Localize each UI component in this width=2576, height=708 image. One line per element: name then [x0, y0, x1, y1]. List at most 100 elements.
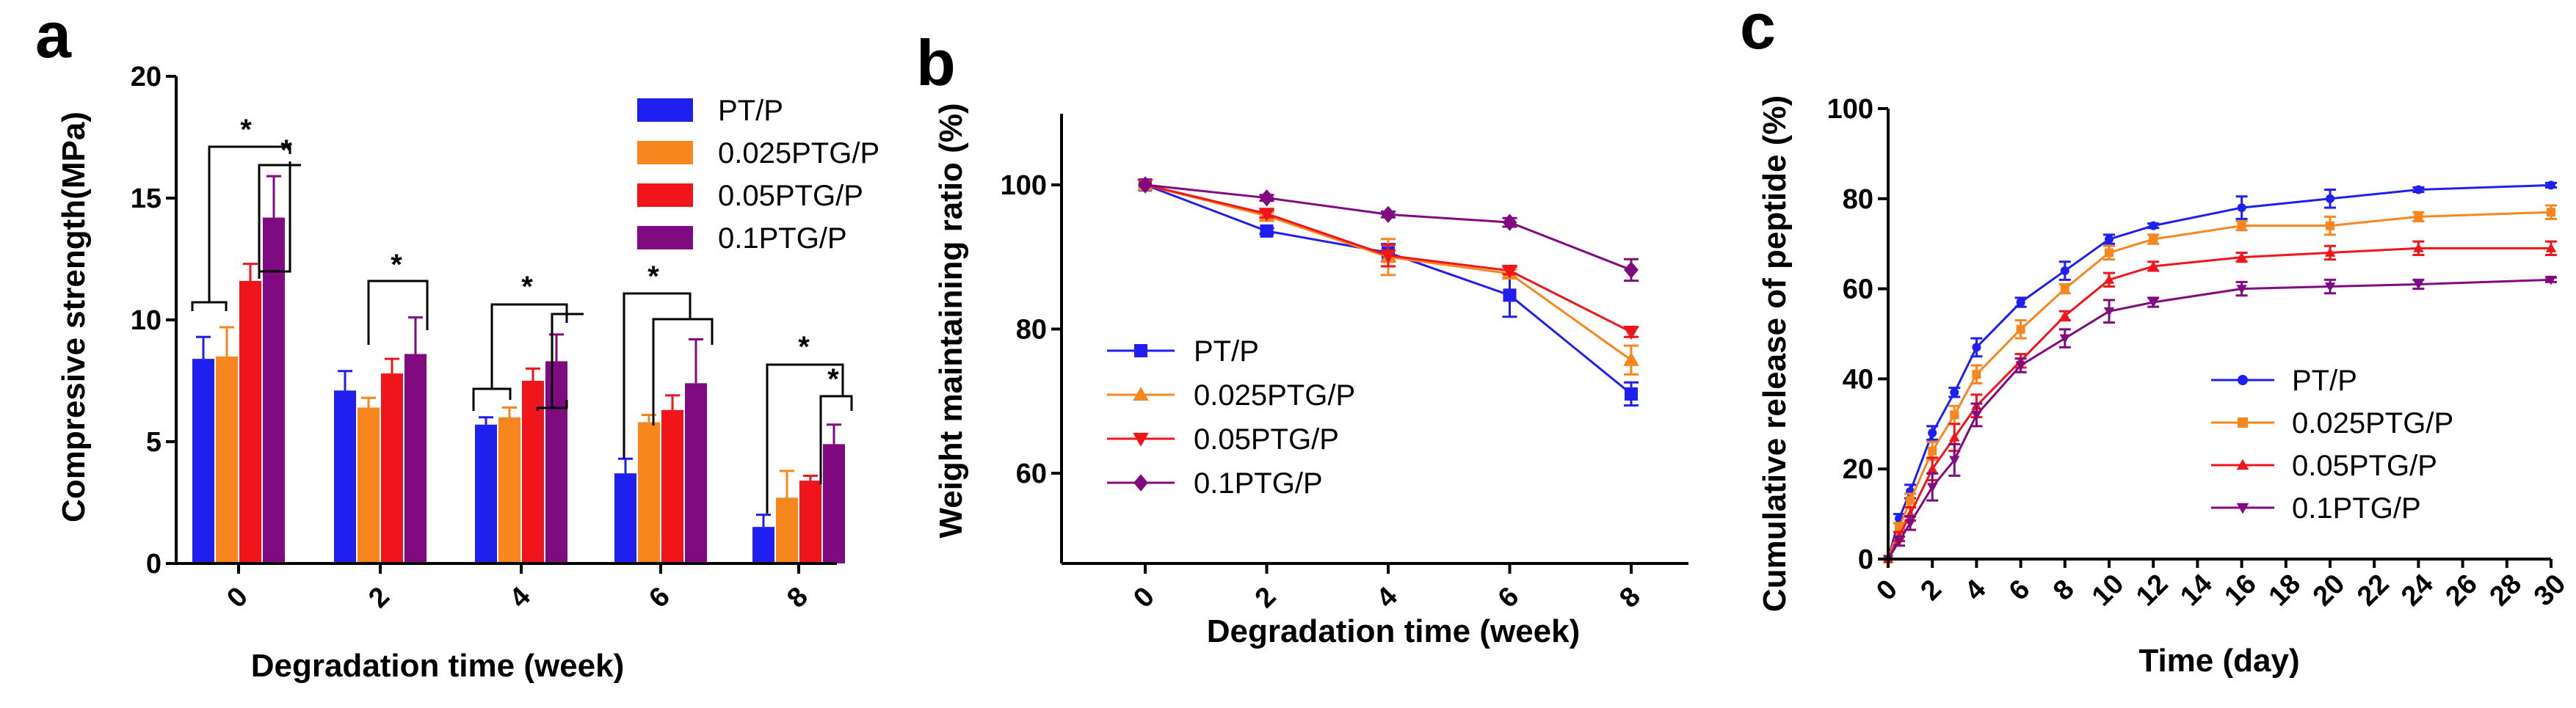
data-point-pt-p: [1625, 387, 1638, 401]
bar-0-025ptg-p-week-8: [776, 497, 798, 563]
legend-label-0-05ptg-p: 0.05PTG/P: [2292, 450, 2437, 482]
panel-a-y-axis-label: Compresive strength(MPa): [56, 112, 92, 522]
significance-star: *: [240, 114, 252, 146]
x-tick-label: 2: [1915, 574, 1948, 607]
legend-marker-0-05ptg-p: [2236, 459, 2249, 470]
bar-0-05ptg-p-week-6: [661, 409, 683, 563]
significance-bracket: [551, 313, 584, 408]
significance-star: *: [647, 260, 659, 293]
x-tick-label: 18: [2263, 569, 2307, 613]
data-point-pt-p: [1503, 288, 1517, 302]
x-tick-label: 6: [643, 581, 676, 614]
x-tick-label: 30: [2528, 569, 2572, 613]
y-tick-label: 20: [131, 62, 162, 92]
panel-b-axes: 60 80 100 0 2 4 6 8: [1001, 114, 1688, 614]
legend-label-0-025ptg-p: 0.025PTG/P: [2292, 407, 2453, 439]
data-point-0-1ptg-p: [1971, 411, 1982, 420]
data-point-pt-p: [2149, 221, 2158, 230]
legend-label-0-05ptg-p: 0.05PTG/P: [718, 180, 863, 212]
legend-swatch-0-1ptg-p: [637, 226, 693, 249]
data-point-0-05ptg-p: [2324, 247, 2336, 257]
data-point-0-05ptg-p: [1949, 432, 1960, 442]
y-tick-label: 20: [1843, 454, 1873, 485]
bar-pt-p-week-4: [475, 424, 497, 563]
series-line-pt-p: [1887, 183, 2552, 560]
data-point-0-025ptg-p: [2105, 248, 2114, 258]
x-tick-label: 16: [2218, 569, 2263, 613]
panel-a-bars: [192, 175, 845, 563]
data-point-0-05ptg-p: [2413, 243, 2424, 252]
x-tick-label: 2: [1249, 581, 1282, 614]
data-point-0-05ptg-p: [1501, 264, 1518, 279]
x-tick-label: 8: [2047, 574, 2080, 607]
legend-swatch-0-05ptg-p: [637, 183, 693, 207]
x-tick-label: 4: [1959, 574, 1992, 607]
panel-b-x-axis-label: Degradation time (week): [1207, 613, 1581, 649]
x-tick-label: 2: [363, 581, 396, 614]
x-tick-label: 10: [2086, 569, 2130, 613]
bar-0-1ptg-p-week-8: [823, 444, 845, 563]
legend-marker-0-1ptg-p: [1133, 474, 1148, 492]
legend-marker-0-05ptg-p: [1133, 432, 1149, 447]
data-point-0-1ptg-p: [1138, 176, 1153, 194]
panel-b-line-chart: b 60 80 100 0 2 4 6 8 Weight maintaining ratio …: [916, 26, 1688, 649]
significance-bracket: [766, 363, 844, 514]
data-point-pt-p: [2060, 266, 2069, 276]
legend-label-pt-p: PT/P: [1194, 335, 1259, 368]
data-point-0-05ptg-p: [2545, 243, 2557, 252]
bar-0-025ptg-p-week-0: [216, 356, 238, 563]
legend-marker-0-025ptg-p: [2238, 417, 2248, 428]
x-tick-label: 14: [2174, 569, 2218, 613]
legend-label-pt-p: PT/P: [718, 95, 783, 127]
data-point-0-1ptg-p: [1904, 519, 1916, 529]
data-point-0-05ptg-p: [1927, 464, 1938, 473]
significance-bracket: [208, 145, 291, 302]
bar-0-1ptg-p-week-6: [685, 383, 707, 563]
data-point-pt-p: [1950, 387, 1959, 397]
data-point-0-1ptg-p: [1502, 214, 1517, 231]
data-point-0-05ptg-p: [2059, 310, 2070, 320]
data-point-pt-p: [2016, 298, 2025, 307]
data-point-0-1ptg-p: [1259, 189, 1274, 207]
panel-a-x-axis-label: Degradation time (week): [251, 648, 625, 684]
x-tick-label: 8: [781, 581, 814, 614]
data-point-0-025ptg-p: [1972, 370, 1981, 379]
significance-star: *: [798, 331, 810, 363]
data-point-pt-p: [1928, 428, 1937, 438]
legend-marker-0-1ptg-p: [2236, 503, 2249, 514]
panel-b-legend: PT/P 0.025PTG/P 0.05PTG/P 0.1PTG/P: [1107, 335, 1355, 500]
legend-marker-pt-p: [2238, 375, 2248, 385]
significance-bracket: [191, 301, 228, 311]
bar-0-05ptg-p-week-4: [522, 381, 544, 563]
y-tick-label: 80: [1843, 184, 1873, 215]
panel-a-legend: PT/P 0.025PTG/P 0.05PTG/P 0.1PTG/P: [637, 95, 879, 255]
legend-label-0-1ptg-p: 0.1PTG/P: [1194, 467, 1323, 500]
data-point-0-1ptg-p: [2324, 282, 2336, 292]
data-point-0-1ptg-p: [1927, 483, 1938, 492]
y-tick-label: 60: [1016, 459, 1047, 489]
y-tick-label: 15: [131, 183, 162, 214]
data-point-0-1ptg-p: [2103, 307, 2115, 317]
data-point-0-025ptg-p: [1623, 351, 1639, 366]
legend-label-0-025ptg-p: 0.025PTG/P: [718, 137, 879, 169]
data-point-0-1ptg-p: [1949, 456, 1960, 466]
y-tick-label: 10: [131, 305, 162, 336]
panel-b-letter: b: [916, 26, 956, 99]
legend-label-0-1ptg-p: 0.1PTG/P: [2292, 492, 2421, 525]
x-tick-label: 0: [1871, 574, 1904, 607]
data-point-pt-p: [2237, 203, 2246, 213]
legend-label-0-1ptg-p: 0.1PTG/P: [718, 222, 847, 255]
bar-pt-p-week-6: [614, 473, 636, 563]
significance-bracket: [367, 280, 429, 345]
data-point-pt-p: [1972, 343, 1981, 352]
bar-pt-p-week-0: [192, 359, 214, 563]
y-tick-label: 100: [1001, 170, 1047, 201]
panel-b-y-axis-label: Weight maintaining ratio (%): [933, 103, 969, 538]
legend-marker-pt-p: [1134, 344, 1147, 357]
bar-0-025ptg-p-week-4: [498, 417, 520, 563]
x-tick-label: 0: [221, 581, 254, 614]
significance-star: *: [391, 249, 402, 281]
data-point-0-025ptg-p: [1928, 446, 1937, 456]
